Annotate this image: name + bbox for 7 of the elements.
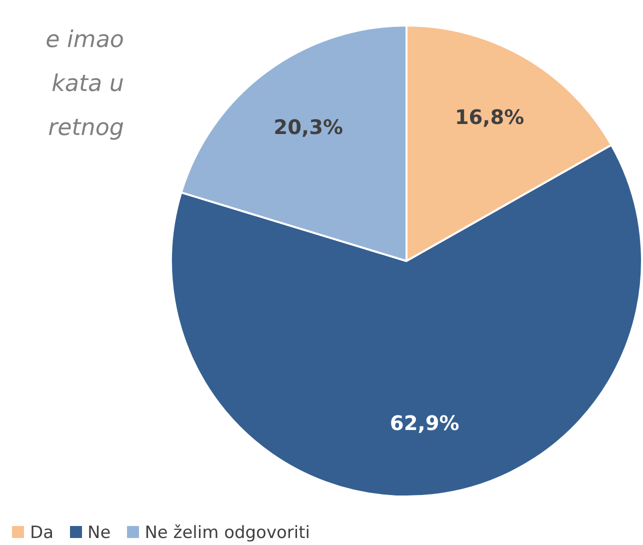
text: e imao kata u retnog [44,26,124,143]
data-label: 62,9% [390,411,460,436]
legend-label: Ne [86,523,111,543]
legend-label: Da [29,523,54,543]
data-label: 20,3% [274,114,344,139]
data-label: 16,8% [454,104,524,129]
legend-label: Ne želim odgovoriti [144,523,310,543]
